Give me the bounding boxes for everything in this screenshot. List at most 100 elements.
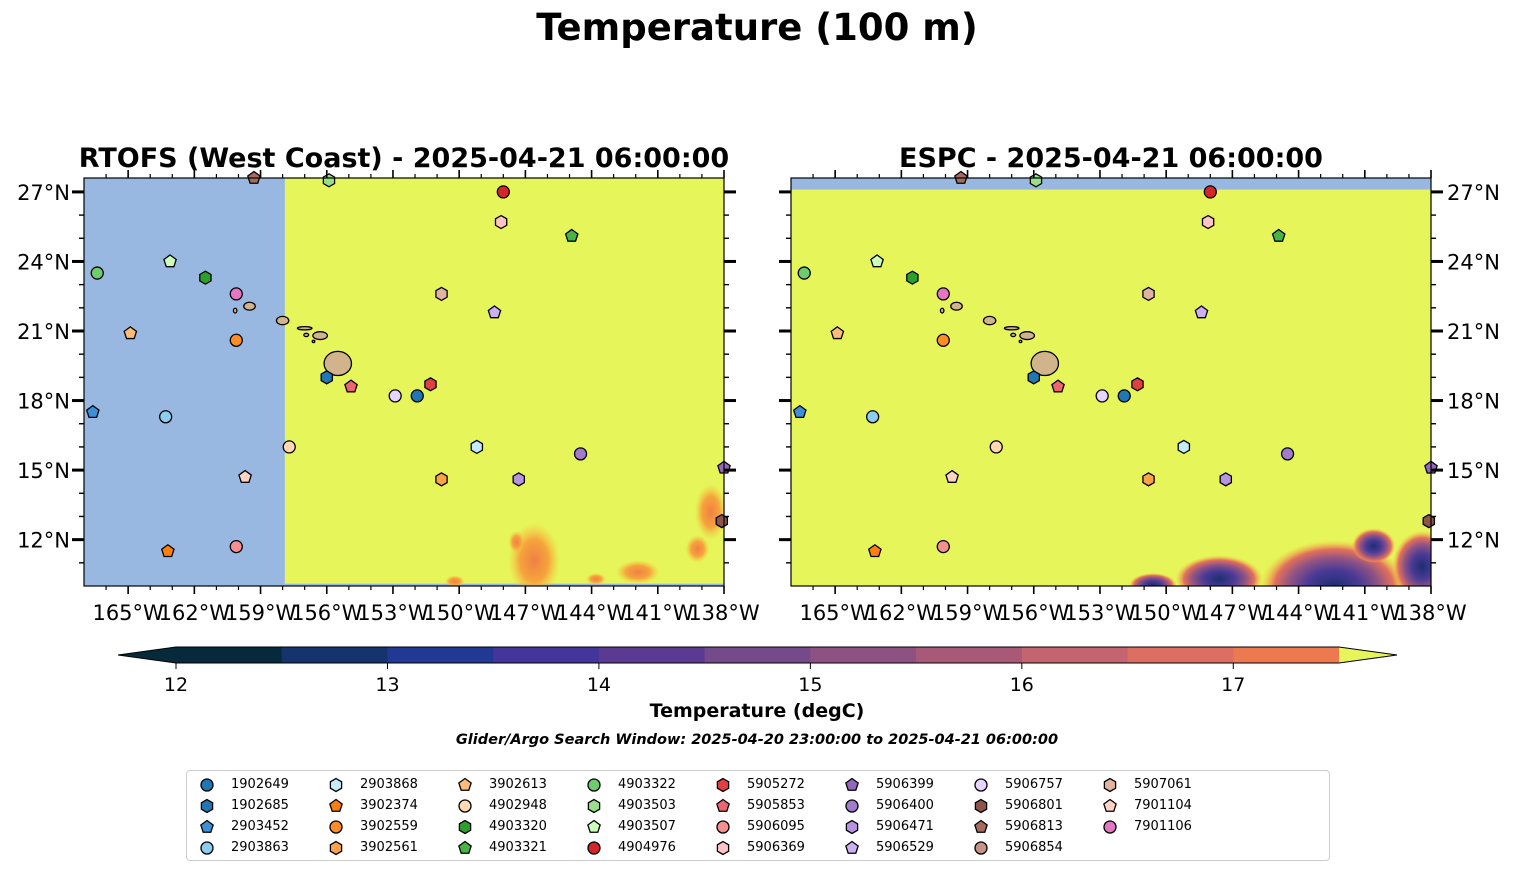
legend-item: 3902613 <box>445 775 573 795</box>
colorbar-segment <box>1127 647 1234 663</box>
espc-float-3902613 <box>830 326 845 340</box>
rtofs-float-5906400 <box>573 447 588 461</box>
legend-item: 4903503 <box>574 796 702 816</box>
legend-label: 5906529 <box>876 840 934 855</box>
legend-item: 5907061 <box>1090 775 1218 795</box>
legend-item: 7901106 <box>1090 817 1218 837</box>
legend-label: 4903322 <box>618 777 676 792</box>
legend-label: 3902561 <box>360 840 418 855</box>
legend-label: 5906801 <box>1005 798 1063 813</box>
rtofs-axes: 165°W162°W159°W156°W153°W150°W147°W144°W… <box>17 170 760 625</box>
legend-marker <box>458 819 472 835</box>
legend-marker-4903320 <box>458 819 472 835</box>
island-maui <box>1019 331 1036 341</box>
espc-ocean-above-range <box>791 178 1431 586</box>
espc-y-tick-label: 15°N <box>1447 459 1500 483</box>
espc-x-tick-label: 156°W <box>998 601 1070 625</box>
legend-item: 4903322 <box>574 775 702 795</box>
legend-marker <box>329 798 343 812</box>
rtofs-float-1902649 <box>410 389 424 403</box>
legend-marker-5906471 <box>845 819 859 835</box>
island-kahoolawe <box>1018 339 1023 344</box>
rtofs-warm-patch <box>444 575 465 586</box>
espc-y-tick-label: 24°N <box>1447 250 1500 274</box>
legend-marker <box>1103 798 1117 812</box>
legend-marker <box>974 819 988 833</box>
legend-marker <box>200 819 214 833</box>
float-legend: 1902649 1902685 2903452 2903863 2903868 39023… <box>186 770 1330 861</box>
colorbar-segment <box>810 647 917 663</box>
legend-marker-5906813 <box>974 819 988 833</box>
legend-item: 3902561 <box>316 838 444 858</box>
legend-marker-4904976 <box>587 841 601 855</box>
espc-float-5905272 <box>1131 377 1144 392</box>
legend-label: 2903863 <box>231 840 289 855</box>
espc-map-title: ESPC - 2025-04-21 06:00:00 <box>899 143 1323 174</box>
rtofs-float-7901106 <box>229 287 243 301</box>
espc-y-tick-label: 18°N <box>1447 390 1500 414</box>
espc-float-1902685 <box>1027 370 1041 385</box>
legend-label: 5906399 <box>876 777 934 792</box>
rtofs-y-tick-label: 27°N <box>17 181 70 205</box>
espc-float-7901104 <box>945 469 960 483</box>
legend-marker <box>845 819 859 835</box>
rtofs-float-5906813 <box>247 170 261 184</box>
legend-marker <box>1103 820 1117 834</box>
rtofs-float-3902559 <box>229 333 243 347</box>
espc-x-tick-label: 153°W <box>1064 601 1136 625</box>
legend-marker <box>974 778 988 792</box>
legend-marker-3902613 <box>458 777 472 791</box>
colorbar-tick-label: 15 <box>798 674 822 696</box>
legend-item: 5906813 <box>961 817 1089 837</box>
espc-float-4904976 <box>1203 185 1217 199</box>
rtofs-float-5906095 <box>229 539 243 554</box>
legend-item: 5906529 <box>832 838 960 858</box>
espc-float-4903322 <box>797 266 811 280</box>
colorbar-segment <box>1233 647 1340 663</box>
espc-float-5906529 <box>1194 305 1209 319</box>
colorbar-segment <box>598 647 706 663</box>
rtofs-float-2903452 <box>85 404 100 419</box>
legend-marker <box>587 841 601 855</box>
rtofs-float-7901104 <box>238 469 253 483</box>
espc-float-3902561 <box>1142 472 1155 487</box>
colorbar: 12 13 14 15 16 17 <box>117 646 1398 696</box>
colorbar-tick-label: 13 <box>375 674 399 696</box>
legend-label: 5906813 <box>1005 819 1063 834</box>
espc-x-tick-label: 165°W <box>799 601 871 625</box>
legend-label: 2903452 <box>231 819 289 834</box>
legend-marker-1902649 <box>200 778 214 792</box>
rtofs-float-4903322 <box>90 266 104 280</box>
legend-marker <box>200 798 214 814</box>
legend-item: 4903507 <box>574 817 702 837</box>
legend-label: 2903868 <box>360 777 418 792</box>
colorbar-under-extension <box>118 647 176 663</box>
espc-temperature-field <box>791 178 1431 586</box>
rtofs-x-tick-label: 147°W <box>490 601 562 625</box>
island-hawaii <box>1030 350 1060 377</box>
rtofs-float-5905272 <box>424 377 437 392</box>
espc-float-3902559 <box>936 333 950 347</box>
colorbar-segment <box>281 647 389 663</box>
island-molokai <box>296 325 313 331</box>
espc-x-tick-label: 141°W <box>1329 601 1401 625</box>
espc-x-tick-label: 138°W <box>1395 601 1467 625</box>
legend-marker-3902561 <box>329 840 343 856</box>
rtofs-float-4903321 <box>564 228 579 242</box>
island-oahu <box>275 315 290 326</box>
rtofs-y-tick-label: 18°N <box>17 390 70 414</box>
legend-label: 3902559 <box>360 819 418 834</box>
rtofs-float-1902685 <box>320 370 334 385</box>
espc-float-markers <box>792 170 1438 558</box>
rtofs-float-markers <box>85 170 731 558</box>
espc-cool-water-patch <box>1128 571 1177 586</box>
colorbar-segment <box>493 647 600 663</box>
rtofs-x-tick-label: 165°W <box>92 601 164 625</box>
espc-float-5906757 <box>1095 389 1109 403</box>
legend-marker <box>329 777 343 793</box>
legend-item: 5906854 <box>961 838 1089 858</box>
island-lanai <box>303 332 310 338</box>
rtofs-float-5905853 <box>344 379 358 393</box>
rtofs-x-tick-label: 159°W <box>225 601 297 625</box>
figure-title: Temperature (100 m) <box>536 6 978 49</box>
